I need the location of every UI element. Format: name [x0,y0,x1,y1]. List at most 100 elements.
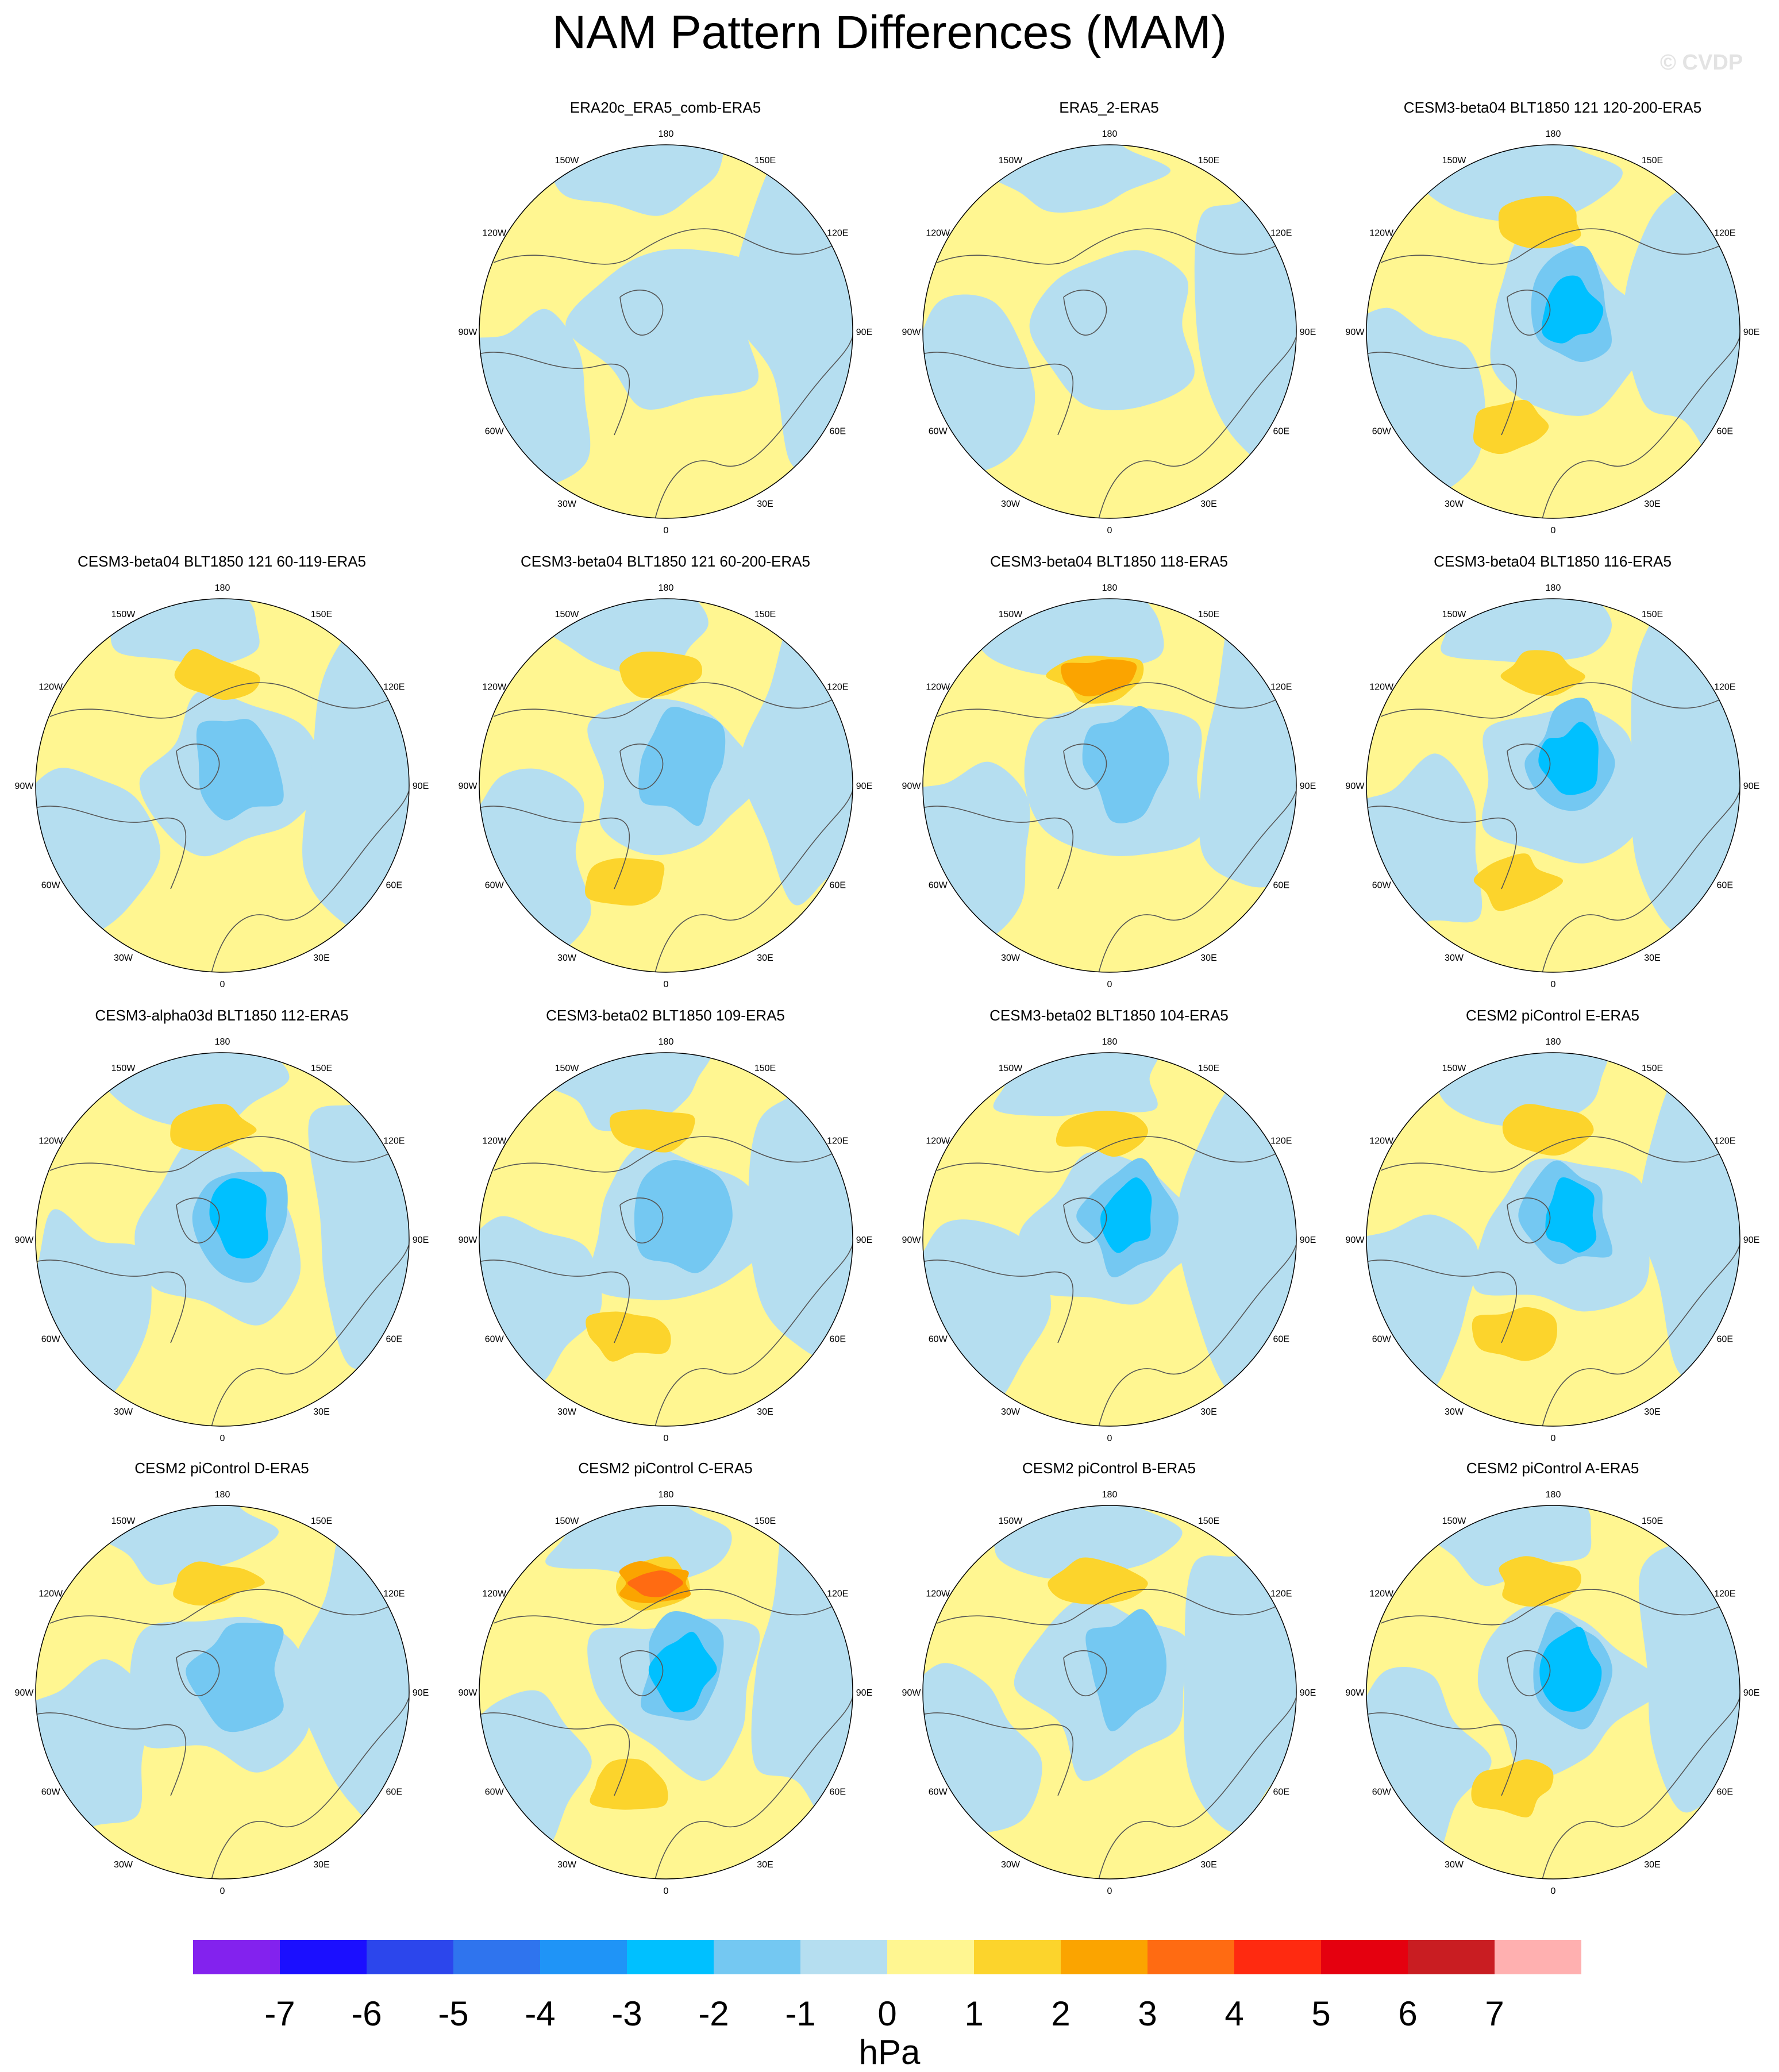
positive-region [1473,399,1549,455]
positive-region [1500,650,1585,696]
panel-title: CESM3-beta02 BLT1850 109-ERA5 [546,1007,785,1024]
negative-core [196,719,284,821]
map-boundary [922,598,1297,973]
longitude-label: 90E [1743,781,1759,791]
negative-region [1638,1535,1740,1813]
longitude-label: 30E [1200,953,1216,963]
longitude-label: 60W [485,1788,505,1797]
longitude-label: 150W [555,610,580,619]
positive-region [1499,1556,1581,1607]
longitude-label: 180 [659,1037,674,1047]
negative-region [1199,603,1296,888]
longitude-label: 90W [459,1688,478,1698]
panel-title: CESM3-beta04 BLT1850 118-ERA5 [990,553,1228,570]
longitude-label: 150W [1442,1516,1467,1526]
longitude-label: 90E [856,1688,872,1698]
map-boundary [479,1052,853,1427]
coastlines [479,1136,853,1426]
longitude-label: 30E [1644,953,1660,963]
longitude-label: 90W [902,328,922,337]
longitude-label: 60E [1273,1335,1289,1345]
longitude-label: 60E [830,427,846,437]
panel-title: CESM2 piControl C-ERA5 [578,1459,753,1477]
longitude-label: 90W [1346,781,1365,791]
longitude-label: 0 [664,526,669,536]
positive-region [174,649,260,700]
map-panel: CESM3-beta04 BLT1850 121 120-200-ERA5 180… [1331,99,1774,553]
longitude-label: 120E [1714,1589,1735,1599]
longitude-label: 150W [555,1064,580,1073]
longitude-label: 60E [830,1788,846,1797]
colorbar-tick-label: -5 [438,1994,469,2033]
longitude-label: 120W [926,229,950,238]
coastlines [923,682,1296,972]
colorbar-tick-label: 4 [1224,1994,1244,2033]
longitude-label: 90W [1346,328,1365,337]
longitude-label: 120E [1714,683,1735,692]
longitude-label: 30E [1644,1407,1660,1417]
longitude-label: 150E [311,1516,332,1526]
longitude-label: 150E [754,156,776,165]
colorbar-tick-label: -3 [611,1994,642,2033]
map-boundary [1366,598,1741,973]
longitude-label: 90E [413,781,429,791]
longitude-label: 90E [1300,1235,1316,1245]
map-boundary [922,1505,1297,1880]
longitude-label: 120E [827,229,848,238]
colorbar-segment [1495,1940,1581,1974]
longitude-label: 60W [485,427,505,437]
map-panel: CESM2 piControl A-ERA5 180 150E 120E 90E 60E 3… [1331,1459,1774,1913]
longitude-label: 120E [383,1137,405,1146]
longitude-label: 120W [482,1137,507,1146]
longitude-label: 150E [754,1516,776,1526]
longitude-label: 30W [1001,953,1021,963]
longitude-label: 60E [1273,427,1289,437]
longitude-label: 0 [220,980,225,989]
longitude-label: 120W [38,683,63,692]
longitude-label: 180 [1102,1037,1118,1047]
longitude-label: 60E [386,1788,402,1797]
longitude-label: 60E [1717,427,1733,437]
map-boundary [35,1505,410,1880]
longitude-label: 60W [485,881,505,891]
longitude-label: 30E [1200,1860,1216,1870]
longitude-label: 150W [999,156,1023,165]
longitude-label: 90W [1346,1235,1365,1245]
panel-title: CESM3-beta04 BLT1850 121 60-119-ERA5 [77,553,366,570]
longitude-label: 30W [1001,1407,1021,1417]
panel-title: ERA5_2-ERA5 [1059,99,1159,116]
longitude-label: 60W [1372,1788,1392,1797]
polar-map: 180 150E 120E 90E 60E 30E 0 30W 60W 90W 120W 150W [902,1037,1316,1443]
colorbar-segment [1061,1940,1148,1974]
longitude-label: 30W [1445,499,1464,509]
map-panel: CESM2 piControl D-ERA5 180 150E 120E 90E 60E 3… [0,1459,444,1913]
longitude-label: 90E [1300,328,1316,337]
longitude-label: 30E [1200,499,1216,509]
longitude-label: 90E [1743,328,1759,337]
longitude-label: 180 [1102,129,1118,139]
longitude-label: 0 [220,1886,225,1896]
map-panel: CESM2 piControl E-ERA5 180 150E 120E 90E 60E 3… [1331,1007,1774,1461]
colorbar-tick-label: -4 [525,1994,556,2033]
longitude-label: 150W [555,156,580,165]
longitude-label: 180 [215,1490,230,1500]
longitude-label: 90E [1300,1688,1316,1698]
longitude-label: 30W [1001,1860,1021,1870]
longitude-label: 60W [41,1335,61,1345]
negative-core [634,1160,733,1273]
longitude-label: 150E [1642,610,1663,619]
longitude-label: 0 [1551,1886,1556,1896]
polar-map: 180 150E 120E 90E 60E 30E 0 30W 60W 90W 120W 150W [459,129,873,536]
negative-core [1538,722,1599,795]
longitude-label: 180 [215,583,230,593]
longitude-label: 120W [482,1589,507,1599]
longitude-label: 60W [1372,427,1392,437]
longitude-label: 150E [1198,1516,1219,1526]
map-boundary [479,598,853,973]
longitude-label: 120E [827,1137,848,1146]
negative-region [748,1053,853,1361]
map-panel: CESM3-beta02 BLT1850 104-ERA5 180 150E 120E… [887,1007,1331,1461]
longitude-label: 150W [999,1516,1023,1526]
longitude-label: 60W [485,1335,505,1345]
positive-region [1473,853,1564,911]
